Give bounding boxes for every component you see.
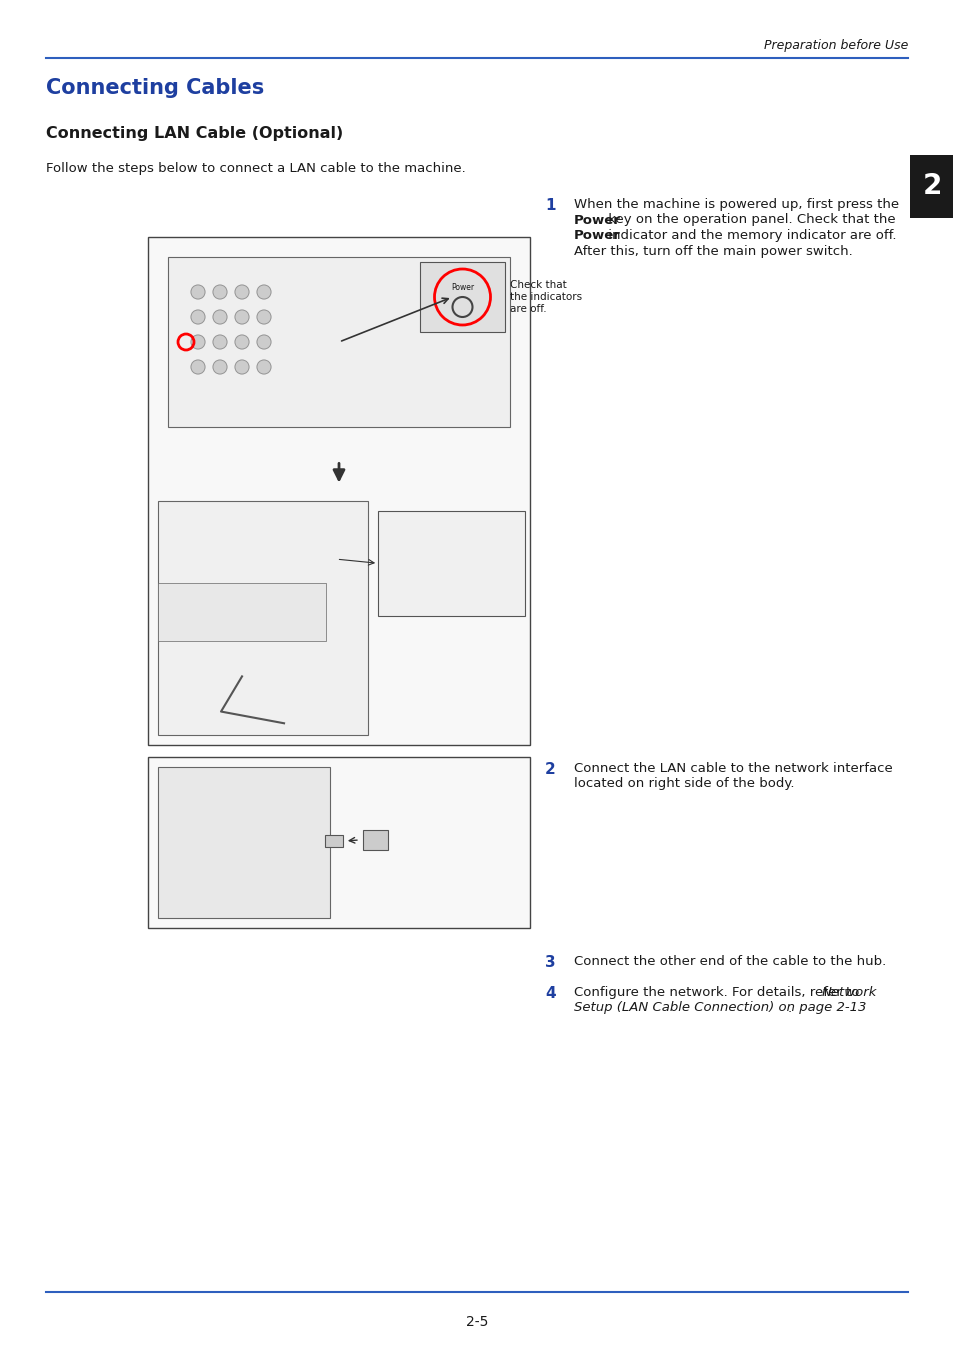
Text: Power: Power <box>451 282 474 292</box>
Text: After this, turn off the main power switch.: After this, turn off the main power swit… <box>574 244 852 258</box>
Circle shape <box>234 360 249 374</box>
Bar <box>148 238 530 745</box>
Circle shape <box>213 335 227 350</box>
Text: 3: 3 <box>544 954 555 971</box>
Text: Connecting Cables: Connecting Cables <box>46 78 264 99</box>
Text: Connecting LAN Cable (Optional): Connecting LAN Cable (Optional) <box>46 126 343 140</box>
Text: 2-5: 2-5 <box>465 1315 488 1328</box>
Text: 2: 2 <box>544 761 556 778</box>
Bar <box>325 834 342 846</box>
Bar <box>909 155 953 217</box>
Text: 2: 2 <box>922 173 941 201</box>
Text: Follow the steps below to connect a LAN cable to the machine.: Follow the steps below to connect a LAN … <box>46 162 465 176</box>
Circle shape <box>234 310 249 324</box>
Text: .: . <box>786 1002 790 1014</box>
Text: indicator and the memory indicator are off.: indicator and the memory indicator are o… <box>604 230 896 242</box>
Text: Preparation before Use: Preparation before Use <box>763 39 907 53</box>
Text: 1: 1 <box>544 198 555 213</box>
Circle shape <box>213 285 227 298</box>
Text: key on the operation panel. Check that the: key on the operation panel. Check that t… <box>604 213 895 227</box>
Text: When the machine is powered up, first press the: When the machine is powered up, first pr… <box>574 198 898 211</box>
Circle shape <box>191 285 205 298</box>
Circle shape <box>234 285 249 298</box>
Bar <box>158 767 330 918</box>
Text: 4: 4 <box>544 986 555 1000</box>
Circle shape <box>213 310 227 324</box>
Bar <box>362 830 388 850</box>
Text: Setup (LAN Cable Connection) on page 2-13: Setup (LAN Cable Connection) on page 2-1… <box>574 1002 865 1014</box>
Circle shape <box>234 335 249 350</box>
Circle shape <box>191 360 205 374</box>
Circle shape <box>191 310 205 324</box>
Bar <box>419 262 504 332</box>
Bar <box>377 510 524 616</box>
Circle shape <box>191 335 205 350</box>
Text: Connect the other end of the cable to the hub.: Connect the other end of the cable to th… <box>574 954 885 968</box>
Bar <box>158 583 326 641</box>
Text: Power: Power <box>574 213 620 227</box>
Text: located on right side of the body.: located on right side of the body. <box>574 778 794 791</box>
Circle shape <box>213 360 227 374</box>
Circle shape <box>256 310 271 324</box>
Text: Check that
the indicators
are off.: Check that the indicators are off. <box>510 281 581 313</box>
Bar <box>168 256 510 427</box>
Text: Power: Power <box>574 230 620 242</box>
Text: Configure the network. For details, refer to: Configure the network. For details, refe… <box>574 986 862 999</box>
Text: Network: Network <box>821 986 876 999</box>
Text: Connect the LAN cable to the network interface: Connect the LAN cable to the network int… <box>574 761 892 775</box>
Bar <box>148 757 530 927</box>
Bar <box>158 501 368 734</box>
Circle shape <box>256 335 271 350</box>
Circle shape <box>256 285 271 298</box>
Circle shape <box>256 360 271 374</box>
